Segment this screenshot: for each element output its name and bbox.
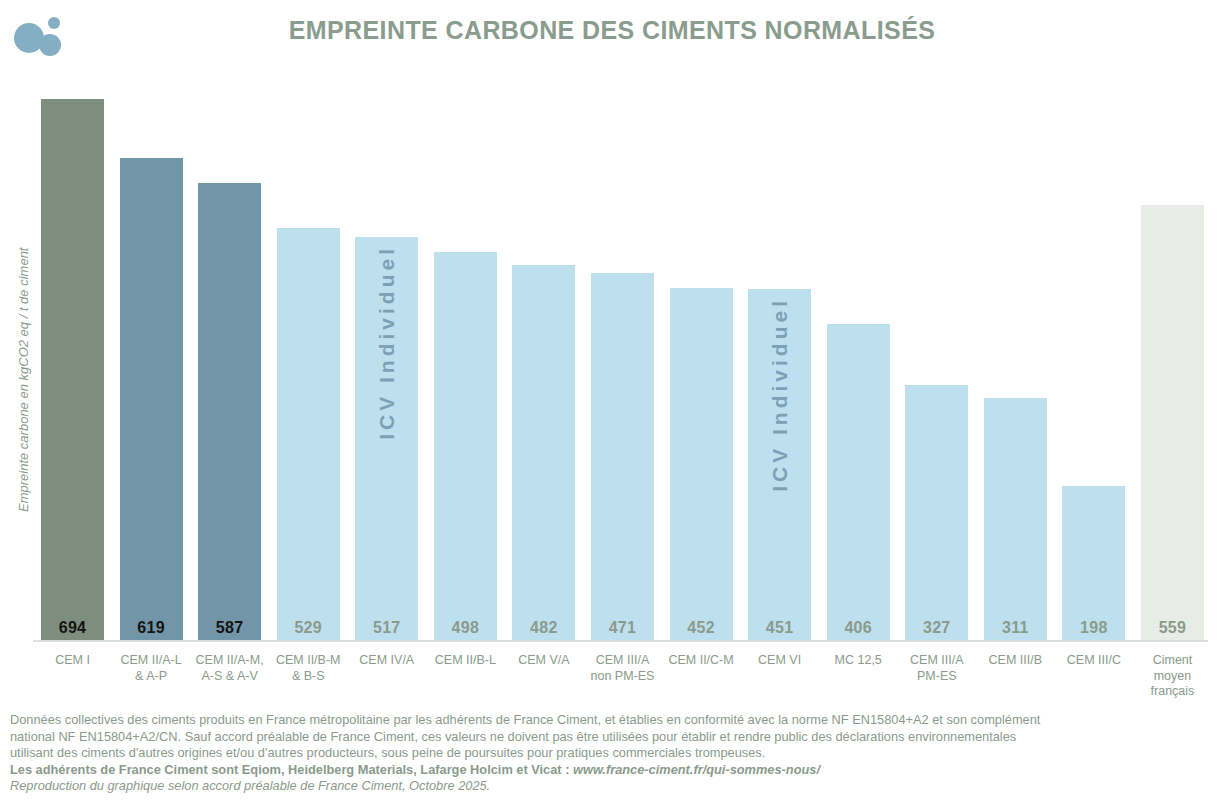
bar-cem-i: 694 xyxy=(41,99,104,640)
bar-value-label: 559 xyxy=(1141,619,1204,637)
bar-cem-iii-b: 311 xyxy=(984,398,1047,640)
bar-value-label: 482 xyxy=(512,619,575,637)
bar-value-label: 406 xyxy=(827,619,890,637)
footer-adherents-line: Les adhérents de France Ciment sont Eqio… xyxy=(10,762,1110,779)
icv-individuel-label: ICV Individuel xyxy=(375,245,399,440)
bar-cem-iii-a-pm-es: 327 xyxy=(905,385,968,640)
bar-value-label: 451 xyxy=(748,619,811,637)
footer-note: Données collectives des ciments produits… xyxy=(10,712,1110,795)
bar-cem-vi: 451 ICV Individuel xyxy=(748,289,811,640)
bar-cem-ii-a-m-a-s-a-v: 587 xyxy=(198,183,261,640)
bar-cem-iv-a: 517 ICV Individuel xyxy=(355,237,418,640)
x-axis-line xyxy=(33,640,1208,642)
bar-value-label: 529 xyxy=(277,619,340,637)
bar-cem-ii-b-m-b-s: 529 xyxy=(277,228,340,640)
footer-line-2: national NF EN15804+A2/CN. Sauf accord p… xyxy=(10,729,1110,746)
bar-value-label: 471 xyxy=(591,619,654,637)
footer-line-1: Données collectives des ciments produits… xyxy=(10,712,1110,729)
bar-value-label: 694 xyxy=(41,619,104,637)
bar-value-label: 619 xyxy=(120,619,183,637)
bar-value-label: 452 xyxy=(670,619,733,637)
bar-cem-ii-a-l-a-p: 619 xyxy=(120,158,183,640)
bar-value-label: 517 xyxy=(355,619,418,637)
bar-mc-12-5: 406 xyxy=(827,324,890,640)
footer-adherents-text: Les adhérents de France Ciment sont Eqio… xyxy=(10,762,573,777)
bar-value-label: 311 xyxy=(984,619,1047,637)
bar-cem-iii-c: 198 xyxy=(1062,486,1125,640)
bar-value-label: 198 xyxy=(1062,619,1125,637)
y-axis-label: Empreinte carbone en kgCO2 eq / t de cim… xyxy=(16,248,31,512)
bar-value-label: 587 xyxy=(198,619,261,637)
bar-cem-v-a: 482 xyxy=(512,265,575,640)
bar-ciment-moyen-fran-ais: 559 xyxy=(1141,205,1204,640)
chart-title: EMPREINTE CARBONE DES CIMENTS NORMALISÉS xyxy=(0,16,1224,45)
footer-line-3: utilisant des ciments d'autres origines … xyxy=(10,745,1110,762)
bar-value-label: 327 xyxy=(905,619,968,637)
bar-value-label: 498 xyxy=(434,619,497,637)
bar-cem-iii-a-non-pm-es: 471 xyxy=(591,273,654,640)
bar-cem-ii-b-l: 498 xyxy=(434,252,497,640)
bar-cem-ii-c-m: 452 xyxy=(670,288,733,640)
category-label-ciment-moyen-fran-ais: Ciment moyen français xyxy=(1126,653,1218,700)
footer-adherents-url: www.france-ciment.fr/qui-sommes-nous/ xyxy=(573,762,820,777)
footer-reproduction-note: Reproduction du graphique selon accord p… xyxy=(10,778,1110,795)
chart-page: EMPREINTE CARBONE DES CIMENTS NORMALISÉS… xyxy=(0,0,1224,800)
icv-individuel-label: ICV Individuel xyxy=(768,297,792,492)
